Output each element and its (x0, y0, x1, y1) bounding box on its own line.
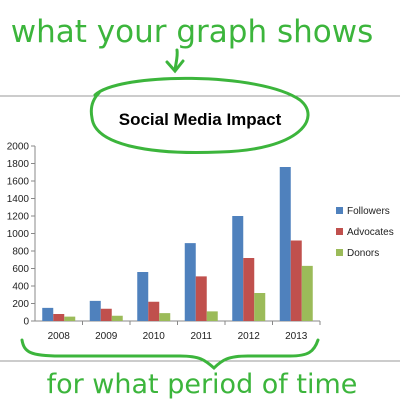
plot-area: 0 200 400 600 800 1000 1200 1400 1600 1800 2000 200… (7, 142, 321, 342)
bar-followers-2011 (184, 243, 196, 321)
bar-followers-2010 (137, 272, 149, 321)
y-tick-label: 1800 (7, 159, 30, 170)
bar-advocates-2008 (53, 314, 65, 321)
y-tick-label: 600 (12, 264, 29, 275)
x-tick-label: 2012 (238, 331, 261, 342)
bracket-annotation (20, 338, 320, 371)
bar-donors-2012 (254, 293, 266, 321)
legend-swatch-advocates (336, 228, 343, 235)
legend-swatch-donors (336, 249, 343, 256)
y-tick-label: 1000 (7, 229, 30, 240)
bar-followers-2013 (279, 167, 291, 321)
bar-advocates-2011 (195, 276, 207, 321)
x-tick-label: 2008 (48, 331, 71, 342)
bar-advocates-2010 (148, 301, 160, 321)
y-tick-label: 1400 (7, 194, 30, 205)
y-tick-label: 1600 (7, 177, 30, 188)
bar-donors-2008 (64, 316, 76, 321)
bottom-annotation: for what period of time (47, 369, 358, 400)
legend-label-advocates: Advocates (347, 227, 394, 238)
y-tick-label: 400 (12, 282, 29, 293)
bar-donors-2010 (159, 313, 171, 321)
bar-donors-2011 (206, 311, 218, 321)
legend-label-donors: Donors (347, 248, 379, 259)
x-tick-label: 2009 (95, 331, 118, 342)
bar-followers-2008 (42, 307, 54, 321)
top-annotation: what your graph shows (11, 14, 373, 50)
y-tick-label: 0 (23, 317, 29, 328)
bar-advocates-2012 (243, 258, 255, 321)
bar-followers-2009 (89, 300, 101, 321)
y-tick-label: 1200 (7, 212, 30, 223)
x-tick-label: 2013 (285, 331, 308, 342)
bar-advocates-2009 (100, 308, 112, 321)
legend-swatch-followers (336, 207, 343, 214)
chart-title: Social Media Impact (119, 110, 282, 129)
x-tick-label: 2011 (190, 331, 212, 342)
bar-donors-2013 (301, 265, 313, 321)
y-tick-label: 2000 (7, 142, 30, 153)
bar-advocates-2013 (290, 240, 302, 321)
x-tick-label: 2010 (143, 331, 166, 342)
arrow-down-icon (165, 48, 185, 74)
legend: Followers Advocates Donors (336, 206, 394, 259)
y-tick-label: 800 (12, 247, 29, 258)
title-circle-annotation (89, 76, 310, 154)
y-tick-label: 200 (12, 299, 29, 310)
bar-donors-2009 (111, 315, 123, 321)
bar-followers-2012 (232, 216, 244, 321)
legend-label-followers: Followers (347, 206, 390, 217)
